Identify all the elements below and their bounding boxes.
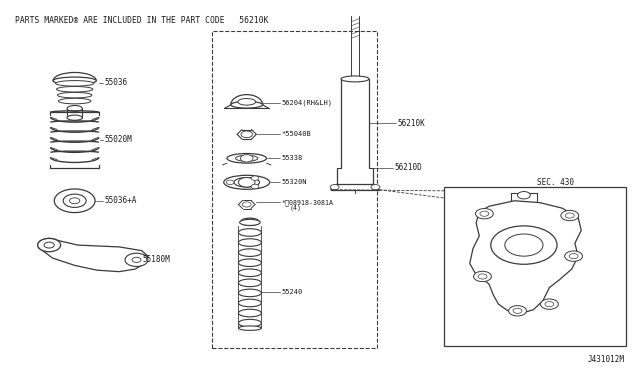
Circle shape	[545, 302, 554, 307]
Ellipse shape	[245, 219, 255, 224]
Circle shape	[239, 177, 255, 187]
Text: 55338: 55338	[282, 155, 303, 161]
Circle shape	[478, 274, 487, 279]
Circle shape	[243, 202, 251, 207]
Ellipse shape	[58, 98, 91, 104]
Circle shape	[38, 238, 61, 252]
Circle shape	[480, 211, 489, 216]
Circle shape	[125, 253, 148, 266]
Circle shape	[474, 271, 492, 282]
Circle shape	[565, 213, 574, 218]
Circle shape	[491, 226, 557, 264]
Ellipse shape	[239, 326, 261, 330]
Ellipse shape	[239, 319, 261, 327]
Bar	[212, 31, 378, 349]
Text: *①08918-3081A: *①08918-3081A	[282, 199, 334, 206]
Ellipse shape	[224, 175, 269, 189]
Circle shape	[513, 308, 522, 313]
Ellipse shape	[227, 154, 266, 163]
Circle shape	[227, 180, 234, 185]
Circle shape	[44, 242, 54, 248]
Circle shape	[569, 254, 578, 259]
Ellipse shape	[234, 177, 259, 187]
Ellipse shape	[236, 155, 258, 161]
Text: 55020M: 55020M	[104, 135, 132, 144]
Circle shape	[241, 131, 252, 138]
Ellipse shape	[239, 229, 261, 236]
Text: 56210K: 56210K	[397, 119, 426, 128]
Circle shape	[44, 242, 54, 248]
Ellipse shape	[58, 92, 92, 98]
Ellipse shape	[239, 259, 261, 266]
Ellipse shape	[67, 106, 83, 112]
Text: (4): (4)	[289, 205, 301, 211]
Text: J431012M: J431012M	[588, 355, 625, 364]
Circle shape	[241, 155, 253, 162]
Ellipse shape	[239, 299, 261, 307]
Circle shape	[83, 252, 111, 268]
Circle shape	[509, 306, 527, 316]
Ellipse shape	[231, 102, 262, 108]
Ellipse shape	[239, 309, 261, 317]
Ellipse shape	[56, 81, 94, 86]
Text: 55036+A: 55036+A	[104, 196, 137, 205]
Ellipse shape	[239, 269, 261, 276]
Text: SEC. 430: SEC. 430	[537, 178, 573, 187]
Ellipse shape	[239, 289, 261, 297]
Text: *55040B: *55040B	[282, 131, 312, 137]
Ellipse shape	[241, 218, 259, 225]
Circle shape	[132, 257, 141, 262]
Ellipse shape	[53, 77, 97, 84]
Circle shape	[54, 189, 95, 212]
Text: PARTS MARKED® ARE INCLUDED IN THE PART CODE   56210K: PARTS MARKED® ARE INCLUDED IN THE PART C…	[15, 16, 269, 25]
Circle shape	[505, 234, 543, 256]
Circle shape	[91, 256, 103, 263]
Text: 55320N: 55320N	[282, 179, 307, 185]
Ellipse shape	[239, 219, 260, 225]
Text: 55036: 55036	[104, 78, 128, 87]
Circle shape	[70, 198, 80, 204]
Ellipse shape	[56, 87, 93, 92]
Text: 55240: 55240	[282, 289, 303, 295]
Bar	[444, 187, 626, 346]
Circle shape	[476, 209, 493, 219]
Ellipse shape	[341, 76, 369, 82]
Ellipse shape	[238, 99, 255, 105]
Circle shape	[38, 238, 61, 252]
Ellipse shape	[67, 115, 83, 120]
Text: 55180M: 55180M	[143, 255, 171, 264]
Ellipse shape	[239, 239, 261, 246]
Polygon shape	[43, 238, 148, 272]
Text: 56210D: 56210D	[394, 163, 422, 172]
Circle shape	[251, 184, 259, 189]
Polygon shape	[470, 201, 581, 313]
Circle shape	[371, 185, 380, 190]
Circle shape	[518, 192, 531, 199]
Circle shape	[561, 211, 579, 221]
Text: 56204(RH&LH): 56204(RH&LH)	[282, 100, 333, 106]
Circle shape	[251, 176, 259, 180]
Ellipse shape	[239, 279, 261, 286]
Circle shape	[540, 299, 558, 310]
Ellipse shape	[239, 249, 261, 256]
Circle shape	[564, 251, 582, 261]
Circle shape	[330, 185, 339, 190]
Circle shape	[63, 194, 86, 208]
